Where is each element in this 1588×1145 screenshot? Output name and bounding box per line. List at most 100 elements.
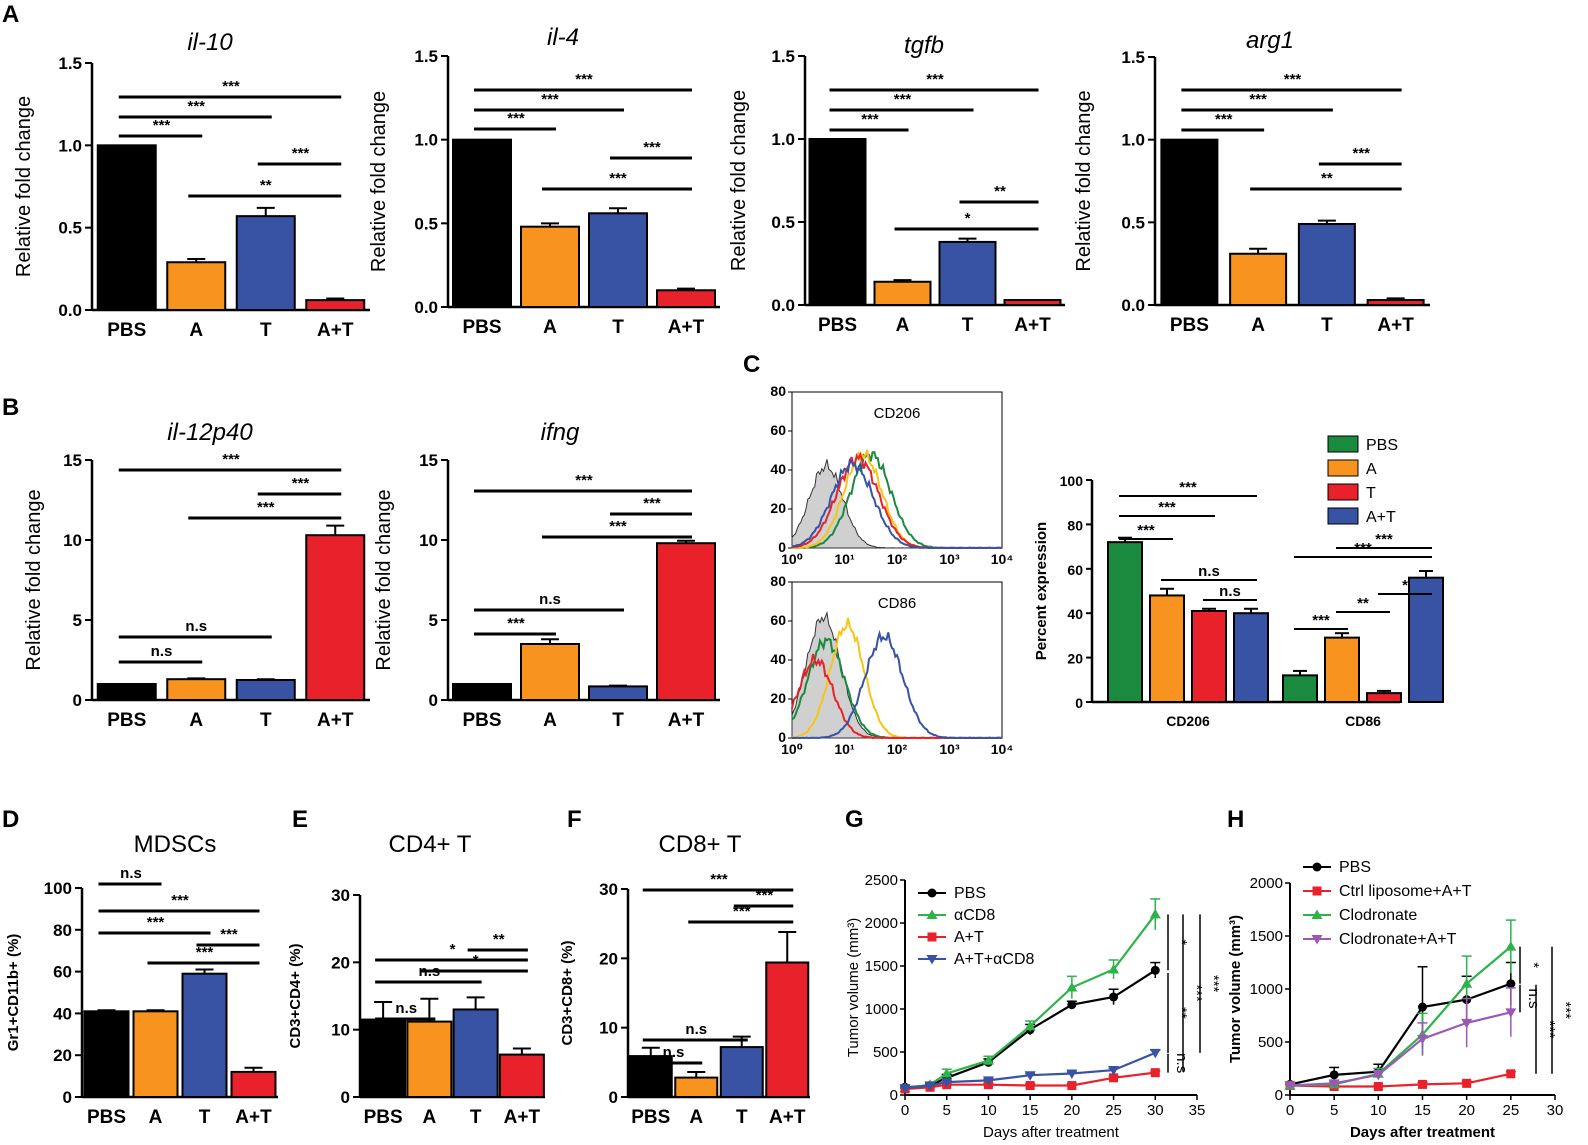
significance-label: * <box>473 952 479 969</box>
point-marker <box>1418 1079 1427 1089</box>
y-tick-label: 60 <box>1067 562 1083 578</box>
bar-a <box>132 1010 179 1098</box>
category-label: A+T <box>769 1107 806 1128</box>
significance-label: *** <box>1541 1021 1558 1039</box>
histogram-cd206: 0 20 40 60 80 10⁰ 10¹ 10² 10³ 10⁴ CD206 <box>770 383 1013 567</box>
bar-a <box>520 643 580 701</box>
y-tick-label: 30 <box>599 880 618 899</box>
significance-label: ** <box>493 931 505 948</box>
x-tick-label: 10³ <box>939 741 960 757</box>
y-tick-label: 40 <box>770 651 786 667</box>
point-marker <box>1506 1069 1516 1079</box>
legend-marker <box>926 909 938 919</box>
significance-label: ** <box>1173 1007 1190 1019</box>
y-tick-label: 80 <box>770 573 786 589</box>
y-tick-label: 5 <box>73 611 82 630</box>
y-tick-label: 0 <box>890 1087 898 1104</box>
y-axis-title: CD3+CD4+ (%) <box>287 943 304 1048</box>
y-tick-label: 60 <box>53 963 72 982</box>
y-axis-title: Relative fold change <box>23 489 45 670</box>
point-marker <box>1025 1081 1035 1091</box>
bar-t <box>938 240 997 306</box>
category-label: A <box>149 1107 163 1128</box>
y-axis-title: Relative fold change <box>728 90 750 271</box>
category-label: PBS <box>364 1107 403 1128</box>
x-tick-label: 0 <box>1286 1102 1294 1119</box>
y-tick-label: 10 <box>331 1021 350 1040</box>
x-tick-label: 10 <box>1370 1102 1387 1119</box>
point-marker <box>1108 963 1120 974</box>
y-tick-label: 20 <box>1067 651 1083 667</box>
panel-letter-h: H <box>1227 806 1244 833</box>
significance-label: *** <box>196 944 214 961</box>
y-tick-label: 1000 <box>1250 981 1283 998</box>
bar-aplust <box>765 961 810 1099</box>
chart-title: il-12p40 <box>167 419 253 446</box>
category-label: T <box>962 315 974 336</box>
x-tick-label: 25 <box>1105 1102 1122 1119</box>
y-axis-title: Percent expression <box>1033 522 1050 660</box>
x-tick-label: 10³ <box>939 551 960 567</box>
legend-label: Clodronate <box>1339 907 1417 924</box>
category-label: T <box>612 317 624 338</box>
x-tick-label: 35 <box>1189 1102 1206 1119</box>
chart-title: CD4+ T <box>389 831 472 858</box>
histogram-series-aplust <box>791 458 1003 550</box>
legend-marker <box>1312 886 1322 896</box>
bar-aplust <box>1003 299 1062 306</box>
point-marker <box>1329 1070 1339 1080</box>
histogram-cd86: 0 20 40 60 80 10⁰ 10¹ 10² 10³ 10⁴ CD86 <box>770 573 1013 757</box>
y-tick-label: 2000 <box>865 915 898 932</box>
significance-label: *** <box>1249 91 1267 108</box>
category-label: PBS <box>107 320 146 341</box>
chart-title: il-10 <box>187 29 233 56</box>
point-marker <box>1066 1069 1078 1079</box>
category-label: A <box>896 315 910 336</box>
y-tick-label: 80 <box>1067 517 1083 533</box>
point-marker <box>1067 1000 1077 1010</box>
category-label: A+T <box>504 1107 541 1128</box>
legend-label: αCD8 <box>954 907 995 924</box>
bar-aplust <box>305 299 366 311</box>
series-line-2 <box>1289 945 1512 1087</box>
bar-aplust <box>498 1053 545 1098</box>
significance-label: n.s <box>685 1021 707 1038</box>
chart-a-3: arg1 Relative fold change 0.0 0.5 1.0 1.5 PBS A… <box>1073 27 1430 336</box>
bar-aplust <box>230 1070 277 1099</box>
significance-label: *** <box>187 98 205 115</box>
y-tick-label: 1.0 <box>58 136 82 155</box>
legend-label: PBS <box>1366 437 1398 454</box>
y-axis-title: Gr1+CD11b+ (%) <box>5 934 22 1052</box>
bar-pbs <box>1107 541 1143 703</box>
x-tick-label: 15 <box>1022 1102 1039 1119</box>
point-marker <box>982 1076 994 1086</box>
significance-label: * <box>450 941 456 958</box>
category-label: A+T <box>668 317 705 338</box>
significance-label: *** <box>1137 522 1155 539</box>
point-marker <box>1109 1073 1119 1083</box>
panel-letter-a: A <box>2 1 19 28</box>
chart-d-9: MDSCs Gr1+CD11b+ (%) 0 20 40 60 80 100 PBS A T A+T n… <box>5 831 278 1128</box>
bar-aplust <box>1408 576 1444 703</box>
y-tick-label: 20 <box>331 953 350 972</box>
y-tick-label: 2000 <box>1250 875 1283 892</box>
significance-label: n.s <box>539 591 561 608</box>
point-marker <box>1150 965 1160 975</box>
significance-label: *** <box>1205 975 1222 993</box>
x-tick-label: 20 <box>1064 1102 1081 1119</box>
point-marker <box>1505 1008 1517 1018</box>
charts: il-10 Relative fold change 0.0 0.5 1.0 1.5 PBS… <box>5 24 1574 1141</box>
point-marker <box>982 1055 994 1065</box>
chart-c-grouped-bars: 0 20 40 60 80 100 Percent expression CD206 CD86 *… <box>1033 435 1444 729</box>
significance-label: *** <box>1179 479 1197 496</box>
y-tick-label: 0.0 <box>771 296 795 315</box>
y-tick-label: 1500 <box>865 958 898 975</box>
legend-swatch <box>1327 483 1359 501</box>
y-axis-title: Tumor volume (mm³) <box>1227 915 1244 1063</box>
histogram-isotype <box>791 459 1002 549</box>
group-label: CD86 <box>1345 713 1381 729</box>
point-marker <box>941 1068 953 1078</box>
bar-pbs <box>360 1018 407 1098</box>
chart-title: tgfb <box>904 32 944 59</box>
point-marker <box>1461 978 1473 988</box>
